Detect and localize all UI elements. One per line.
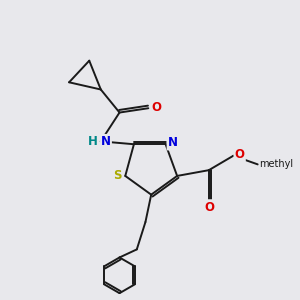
- Text: O: O: [204, 200, 214, 214]
- Text: H: H: [88, 135, 98, 148]
- Text: N: N: [101, 135, 111, 148]
- Text: N: N: [168, 136, 178, 149]
- Text: methyl: methyl: [259, 159, 293, 170]
- Text: O: O: [235, 148, 244, 161]
- Text: O: O: [152, 101, 161, 114]
- Text: S: S: [113, 169, 122, 182]
